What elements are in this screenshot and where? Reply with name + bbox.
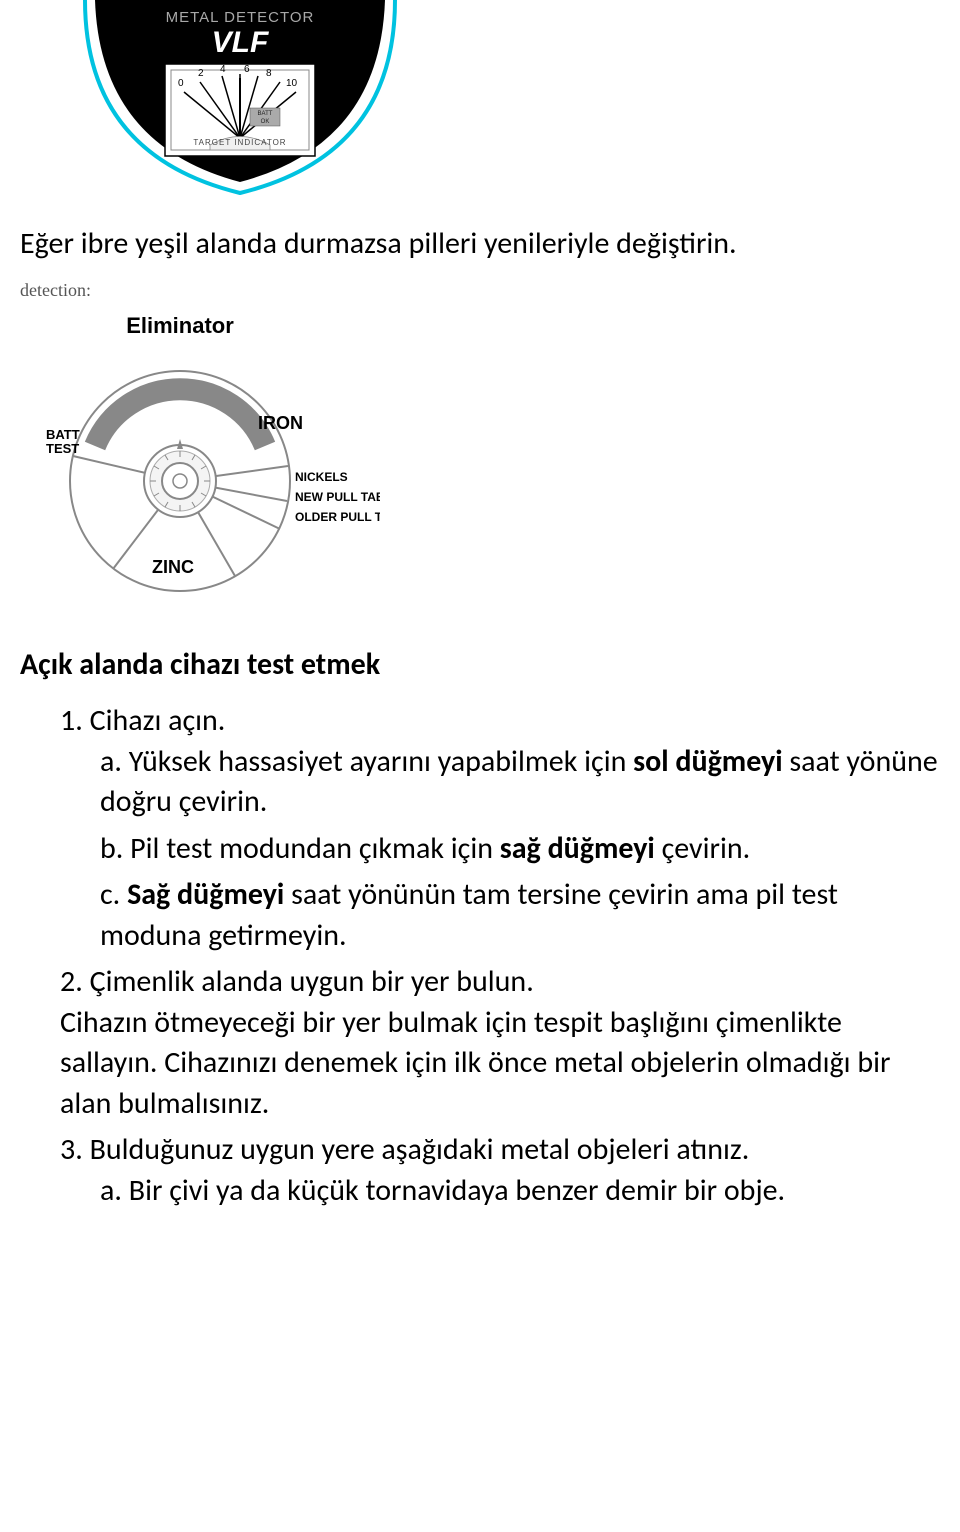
step-3-num: 3. [60,1131,83,1168]
olderpull-label: OLDER PULL TABS [295,510,380,524]
detector-svg: METAL DETECTOR VLF 0 2 4 6 8 10 BATT OK … [80,0,400,195]
nickels-label: NICKELS [295,470,348,484]
step-1a: a. Yüksek hassasiyet ayarını yapabilmek … [100,742,940,823]
step-1b: b. Pil test modundan çıkmak için sağ düğ… [100,829,940,870]
step-1c: c. Sağ düğmeyi saat yönünün tam tersine … [100,875,940,956]
step-2-text: Çimenlik alanda uygun bir yer bulun. [90,963,534,1000]
svg-text:TEST: TEST [46,441,79,456]
meter-caption: TARGET INDICATOR [193,138,286,147]
meter-num-4: 4 [220,64,226,75]
svg-text:BATT: BATT [258,111,273,117]
step-1c-bold: Sağ düğmeyi [127,876,284,913]
step-1-sublist: a. Yüksek hassasiyet ayarını yapabilmek … [60,742,940,957]
zinc-label: ZINC [152,557,194,577]
step-2-num: 2. [60,963,83,1000]
iron-label: IRON [258,413,303,433]
step-1-num: 1. [60,702,83,739]
step-3-text: Bulduğunuz uygun yere aşağıdaki metal ob… [90,1131,750,1168]
eliminator-figure: Eliminator BATT TEST IRON ZINC NICKELS N… [40,311,940,616]
steps-list: 1. Cihazı açın. a. Yüksek hassasiyet aya… [20,701,940,1211]
intro-text: Eğer ibre yeşil alanda durmazsa pilleri … [20,225,940,262]
step-3: 3. Bulduğunuz uygun yere aşağıdaki metal… [60,1130,940,1211]
eliminator-svg: Eliminator BATT TEST IRON ZINC NICKELS N… [40,311,380,611]
svg-text:OK: OK [261,119,270,125]
brand-top-text: METAL DETECTOR [166,9,315,26]
step-1b-pre: Pil test modundan çıkmak için [130,830,500,867]
step-3a-text: Bir çivi ya da küçük tornavidaya benzer … [129,1172,785,1209]
step-1c-label: c. [100,876,120,913]
eliminator-title: Eliminator [126,313,234,338]
newpull-label: NEW PULL TABS [295,490,380,504]
step-2: 2. Çimenlik alanda uygun bir yer bulun. … [60,962,940,1124]
step-1: 1. Cihazı açın. a. Yüksek hassasiyet aya… [60,701,940,956]
step-1-text: Cihazı açın. [90,702,226,739]
step-1a-pre: Yüksek hassasiyet ayarını yapabilmek içi… [129,743,633,780]
meter-num-10: 10 [286,78,298,89]
detection-label: detection: [20,280,940,301]
meter-num-6: 6 [244,64,250,75]
brand-main-text: VLF [212,26,269,59]
step-2-detail: Cihazın ötmeyeceği bir yer bulmak için t… [60,1003,940,1125]
knob-pointer [177,439,183,449]
detector-figure: METAL DETECTOR VLF 0 2 4 6 8 10 BATT OK … [80,0,940,200]
step-1b-post: çevirin. [655,830,750,867]
batt-test-label: BATT [46,427,80,442]
step-1b-bold: sağ düğmeyi [500,830,655,867]
step-3a-label: a. [100,1172,122,1209]
section-header: Açık alanda cihazı test etmek [20,646,940,683]
meter-num-2: 2 [198,68,204,79]
meter-num-8: 8 [266,68,272,79]
step-1a-bold: sol düğmeyi [633,743,782,780]
eliminator-arc [95,389,265,446]
meter-num-0: 0 [178,78,184,89]
step-1b-label: b. [100,830,123,867]
step-3-sublist: a. Bir çivi ya da küçük tornavidaya benz… [60,1171,940,1212]
step-3a: a. Bir çivi ya da küçük tornavidaya benz… [100,1171,940,1212]
knob-center [173,474,187,488]
step-1a-label: a. [100,743,122,780]
